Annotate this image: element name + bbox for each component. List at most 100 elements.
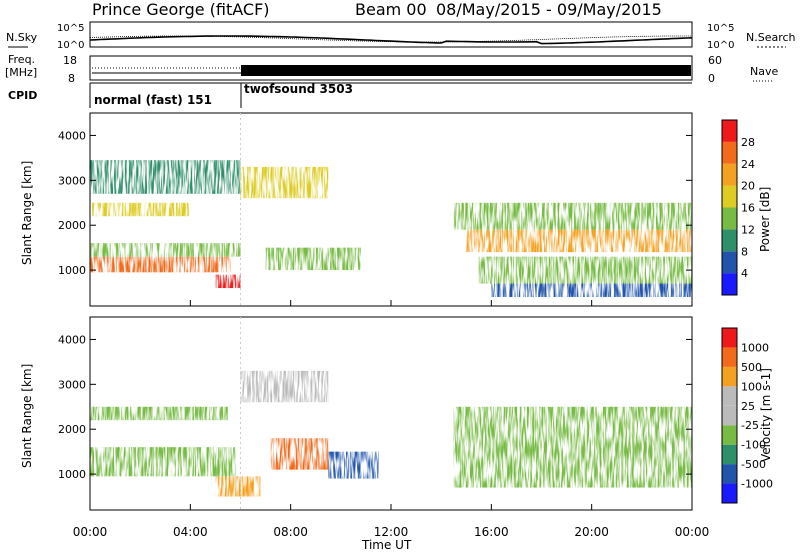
cpid-segment-1: normal (fast) 151 (94, 93, 212, 107)
velocity-colorbar-label: Velocity [m s-1] (759, 368, 773, 462)
colorbar-tick-label: 20 (741, 180, 755, 193)
power-colorbar-label: Power [dB] (758, 187, 772, 252)
colorbar-tick-label: 28 (741, 136, 755, 149)
freq-panel-frame (89, 55, 693, 81)
cpid-label: CPID (8, 89, 37, 102)
range-cell-region (90, 202, 191, 217)
velocity-colorbar: 1000 500 100 25 -25 -100 -500 -1000 (721, 327, 773, 504)
x-tick-label: 08:00 (273, 525, 308, 539)
range-cell-region (90, 447, 236, 477)
range-cell-region (90, 243, 241, 257)
colorbar-swatch (722, 328, 737, 348)
x-tick-label: 04:00 (173, 525, 208, 539)
range-cell-region (90, 256, 231, 273)
range-cell-region (270, 438, 329, 470)
colorbar-swatch (722, 163, 737, 186)
x-tick-label: 20:00 (574, 525, 609, 539)
power-colorbar: 28 24 20 16 12 8 4 (721, 119, 755, 296)
colorbar-frame (721, 327, 738, 504)
nsky-trace (89, 35, 693, 45)
x-tick-label: 16:00 (474, 525, 509, 539)
colorbar-tick-label: -1000 (741, 478, 773, 491)
nsearch-tick-bottom: 10^0 (707, 40, 734, 51)
colorbar-swatch (722, 251, 737, 274)
velocity-y-axis: 4000 3000 2000 1000 (58, 317, 692, 510)
y-tick-label: 1000 (58, 468, 86, 481)
nave-tick-top: 60 (708, 54, 722, 67)
x-tick-label: 00:00 (73, 525, 108, 539)
colorbar-swatch (722, 141, 737, 164)
nsky-tick-top: 10^5 (57, 23, 84, 34)
y-tick-label: 4000 (58, 129, 86, 142)
range-cell-region (491, 283, 692, 298)
range-cell-region (453, 202, 692, 230)
y-tick-label: 3000 (58, 174, 86, 187)
noise-traces (89, 35, 693, 45)
range-cell-region (478, 256, 692, 284)
colorbar-tick-label: 25 (741, 400, 755, 413)
power-y-axis: 4000 3000 2000 1000 (58, 113, 692, 306)
noise-panel-frame (89, 21, 693, 48)
velocity-heatmap (90, 370, 692, 497)
colorbar-swatch (722, 405, 737, 426)
range-cell-region (453, 406, 692, 488)
colorbar-swatch (722, 347, 737, 367)
range-cell-region (240, 370, 329, 403)
colorbar-tick-label: 16 (741, 202, 755, 215)
x-tick-label: 12:00 (374, 525, 409, 539)
nsearch-tick-top: 10^5 (707, 23, 734, 34)
nave-tick-bottom: 0 (708, 72, 715, 85)
colorbar-swatch (722, 483, 737, 503)
range-cell-region (215, 274, 241, 289)
y-tick-label: 4000 (58, 333, 86, 346)
y-tick-label: 3000 (58, 378, 86, 391)
beam-label: Beam 00 (355, 0, 427, 19)
range-cell-region (215, 476, 261, 497)
velocity-y-label: Slant Range [km] (20, 364, 34, 468)
colorbar-swatch (722, 464, 737, 484)
colorbar-tick-label: -100 (741, 439, 766, 452)
colorbar-tick-label: 24 (741, 158, 755, 171)
nsearch-label: N.Search (746, 31, 796, 44)
station-title: Prince George (fitACF) (92, 0, 270, 19)
freq-trace-dense (241, 65, 691, 76)
colorbar-tick-label: 8 (741, 245, 748, 258)
y-tick-label: 1000 (58, 264, 86, 277)
colorbar-swatch (722, 386, 737, 406)
colorbar-tick-label: -25 (741, 419, 759, 432)
colorbar-tick-label: 100 (741, 380, 762, 393)
nsky-tick-bottom: 10^0 (57, 40, 84, 51)
range-cell-region (265, 247, 361, 271)
y-tick-label: 2000 (58, 423, 86, 436)
colorbar-frame (721, 119, 738, 296)
nave-label: Nave (750, 65, 778, 78)
colorbar-swatch (722, 229, 737, 252)
y-tick-label: 2000 (58, 219, 86, 232)
range-cell-region (90, 160, 241, 194)
nsky-label: N.Sky (6, 31, 38, 44)
nsearch-trace (89, 35, 692, 43)
freq-tick-top: 18 (63, 54, 77, 67)
time-axis: 00:00 04:00 08:00 12:00 16:00 20:00 00:00 (73, 300, 710, 539)
colorbar-swatch (722, 444, 737, 465)
colorbar-tick-label: 500 (741, 361, 762, 374)
range-cell-region (466, 229, 692, 253)
colorbar-swatch (722, 425, 737, 445)
colorbar-swatch (722, 366, 737, 387)
range-cell-region (328, 451, 379, 479)
freq-tick-bottom: 8 (68, 72, 75, 85)
colorbar-tick-label: -500 (741, 458, 766, 471)
power-heatmap (90, 160, 692, 298)
colorbar-swatch (722, 207, 737, 230)
x-axis-label: Time UT (361, 538, 412, 552)
date-range: 08/May/2015 - 09/May/2015 (436, 0, 662, 19)
colorbar-swatch (722, 185, 737, 208)
cpid-segment-2: twofsound 3503 (244, 82, 353, 96)
colorbar-tick-label: 12 (741, 223, 755, 236)
x-tick-label: 00:00 (675, 525, 710, 539)
freq-label-2: [MHz] (5, 66, 37, 79)
power-y-label: Slant Range [km] (20, 161, 34, 265)
freq-label-1: Freq. (8, 53, 35, 66)
range-cell-region (90, 406, 228, 421)
